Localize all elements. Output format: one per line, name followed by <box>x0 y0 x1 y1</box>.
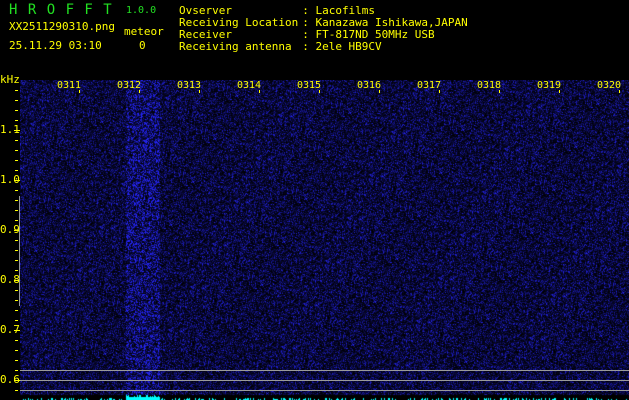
y-tick <box>15 340 18 341</box>
y-tick <box>14 130 20 131</box>
y-tick <box>15 320 18 321</box>
y-tick <box>15 160 18 161</box>
y-tick-label: 1.0 <box>0 173 20 186</box>
y-tick-label: 0.8 <box>0 273 20 286</box>
x-tick-label: 0316 <box>357 80 382 91</box>
info-value: : FT-817ND 50MHz USB <box>302 28 435 41</box>
y-tick <box>14 230 20 231</box>
y-tick <box>15 100 18 101</box>
x-tick-label: 0318 <box>477 80 502 91</box>
info-row: Receiver : FT-817ND 50MHz USB <box>179 29 468 41</box>
y-tick <box>15 220 18 221</box>
y-tick <box>15 370 18 371</box>
reference-line <box>20 390 629 391</box>
meteor-label: meteor <box>124 25 164 38</box>
meteor-count: 0 <box>139 39 146 52</box>
y-tick <box>15 310 18 311</box>
y-tick-label: 0.6 <box>0 373 20 386</box>
info-label: Ovserver <box>179 4 232 17</box>
y-tick <box>14 330 20 331</box>
y-tick-label: 1.1 <box>0 123 20 136</box>
info-value: : Lacofilms <box>302 4 376 17</box>
x-tick-label: 0320 <box>597 80 622 91</box>
x-tick-label: 0311 <box>57 80 82 91</box>
y-tick-label: 0.9 <box>0 223 20 236</box>
x-tick-label: 0313 <box>177 80 202 91</box>
y-tick <box>14 180 20 181</box>
file-name: XX2511290310.png <box>9 20 115 33</box>
info-label: Receiving Location <box>179 16 299 29</box>
app-logo: H R O F F T <box>9 2 113 18</box>
y-tick <box>15 240 18 241</box>
x-tick <box>259 90 260 93</box>
y-tick <box>15 360 18 361</box>
reference-line <box>20 370 629 371</box>
y-tick <box>15 390 18 391</box>
x-tick <box>619 90 620 93</box>
x-tick-label: 0314 <box>237 80 262 91</box>
file-datetime: 25.11.29 03:10 <box>9 39 102 52</box>
x-tick <box>439 90 440 93</box>
app-version: 1.0.0 <box>126 5 157 16</box>
y-tick <box>15 290 18 291</box>
info-row: Receiving antenna : 2ele HB9CV <box>179 41 468 53</box>
y-tick <box>15 250 18 251</box>
range-marker <box>19 196 20 306</box>
x-tick <box>559 90 560 93</box>
x-tick <box>79 90 80 93</box>
x-tick <box>199 90 200 93</box>
x-tick <box>139 90 140 93</box>
info-label: Receiving antenna <box>179 40 292 53</box>
y-tick <box>15 190 18 191</box>
x-tick <box>319 90 320 93</box>
x-tick <box>499 90 500 93</box>
x-tick-label: 0317 <box>417 80 442 91</box>
y-tick <box>15 90 18 91</box>
y-tick <box>15 150 18 151</box>
x-tick <box>379 90 380 93</box>
x-tick-label: 0312 <box>117 80 142 91</box>
y-tick <box>15 260 18 261</box>
y-axis-unit: kHz <box>0 73 20 86</box>
info-row: Receiving Location : Kanazawa Ishikawa,J… <box>179 17 468 29</box>
info-value: : 2ele HB9CV <box>302 40 382 53</box>
info-label: Receiver <box>179 28 232 41</box>
y-tick <box>15 110 18 111</box>
y-tick <box>15 170 18 171</box>
y-tick <box>14 280 20 281</box>
y-tick-label: 0.7 <box>0 323 20 336</box>
x-tick-label: 0315 <box>297 80 322 91</box>
info-value: : Kanazawa Ishikawa,JAPAN <box>302 16 468 29</box>
waterfall-spectrogram <box>20 80 629 400</box>
reference-line <box>20 380 629 381</box>
y-tick <box>15 210 18 211</box>
y-tick <box>14 380 20 381</box>
y-tick <box>15 140 18 141</box>
info-row: Ovserver : Lacofilms <box>179 5 468 17</box>
y-tick <box>15 120 18 121</box>
y-tick <box>15 350 18 351</box>
y-tick <box>15 300 18 301</box>
y-tick <box>15 270 18 271</box>
y-tick <box>15 200 18 201</box>
station-info: Ovserver : Lacofilms Receiving Location … <box>179 5 468 53</box>
x-tick-label: 0319 <box>537 80 562 91</box>
